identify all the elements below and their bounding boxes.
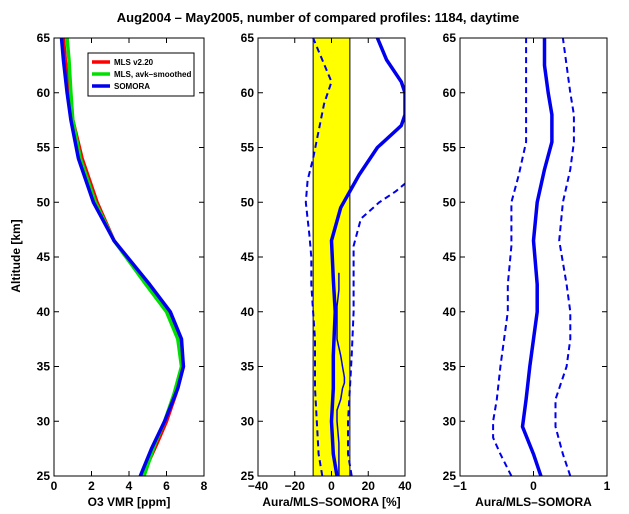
series-line-1 xyxy=(61,38,186,476)
y-axis-label: Altitude [km] xyxy=(9,219,23,292)
x-tick-label: −20 xyxy=(285,479,306,493)
y-tick-label: 25 xyxy=(241,469,255,483)
figure-title: Aug2004 – May2005, number of compared pr… xyxy=(117,10,519,25)
x-tick-label: −1 xyxy=(453,479,467,493)
x-tick-label: 6 xyxy=(163,479,170,493)
y-tick-label: 25 xyxy=(443,469,457,483)
y-tick-label: 40 xyxy=(241,305,255,319)
y-tick-label: 60 xyxy=(37,86,51,100)
y-tick-label: 60 xyxy=(443,86,457,100)
y-tick-label: 45 xyxy=(443,250,457,264)
series-line-3 xyxy=(554,38,575,476)
series-group xyxy=(304,38,405,476)
y-tick-label: 50 xyxy=(443,195,457,209)
legend-entry: SOMORA xyxy=(114,82,150,91)
y-tick-label: 30 xyxy=(241,414,255,428)
legend-entry: MLS v2.20 xyxy=(114,58,154,67)
series-line-4 xyxy=(336,272,346,476)
x-tick-label: 1 xyxy=(604,479,611,493)
y-tick-label: 30 xyxy=(443,414,457,428)
y-tick-label: 50 xyxy=(241,195,255,209)
y-tick-label: 60 xyxy=(241,86,255,100)
chart-panel-1: 0 2 4 6 8 25 30 35 40 45 50 55 60 65 O3 VMR [ppm] MLS v… xyxy=(37,31,208,509)
y-tick-label: 40 xyxy=(443,305,457,319)
x-axis-label: Aura/MLS–SOMORA xyxy=(475,495,592,509)
panels: 0 2 4 6 8 25 30 35 40 45 50 55 60 65 O3 VMR [ppm] MLS v… xyxy=(37,31,611,509)
y-tick-label: 65 xyxy=(443,31,457,45)
chart-panel-3: −1 0 1 25 30 35 40 45 50 55 60 65 Aura/MLS–SOMORA xyxy=(443,31,611,509)
x-tick-label: 40 xyxy=(398,479,412,493)
y-tick-label: 25 xyxy=(37,469,51,483)
y-tick-label: 35 xyxy=(241,360,255,374)
legend: MLS v2.20 MLS, avk–smoothed SOMORA xyxy=(87,52,195,97)
y-tick-label: 45 xyxy=(241,250,255,264)
x-tick-label: 0 xyxy=(328,479,335,493)
y-tick-label: 55 xyxy=(241,141,255,155)
y-tick-label: 35 xyxy=(443,360,457,374)
series-line-2 xyxy=(492,38,528,476)
x-axis-label: Aura/MLS–SOMORA [%] xyxy=(262,495,400,509)
y-tick-label: 30 xyxy=(37,414,51,428)
chart-panel-2: −40 −20 0 20 40 25 30 35 40 45 50 55 60 65 Aura/MLS–SO… xyxy=(241,31,412,509)
series-line-2 xyxy=(65,38,184,476)
x-axis-label: O3 VMR [ppm] xyxy=(88,495,171,509)
series-line-3 xyxy=(59,38,186,476)
x-tick-label: 0 xyxy=(51,479,58,493)
y-tick-label: 40 xyxy=(37,305,51,319)
y-tick-label: 55 xyxy=(443,141,457,155)
y-tick-label: 50 xyxy=(37,195,51,209)
y-tick-label: 45 xyxy=(37,250,51,264)
series-line-1 xyxy=(520,38,554,476)
x-tick-label: 8 xyxy=(201,479,208,493)
y-tick-label: 65 xyxy=(241,31,255,45)
x-tick-label: 0 xyxy=(530,479,537,493)
series-line-2 xyxy=(304,38,333,476)
series-group xyxy=(492,38,575,476)
x-tick-label: 2 xyxy=(88,479,95,493)
x-tick-label: −40 xyxy=(248,479,269,493)
y-tick-label: 55 xyxy=(37,141,51,155)
y-tick-label: 35 xyxy=(37,360,51,374)
legend-entry: MLS, avk–smoothed xyxy=(114,70,191,79)
x-tick-label: 4 xyxy=(126,479,133,493)
series-group xyxy=(59,38,186,476)
series-line-3 xyxy=(347,182,405,476)
series-line-1 xyxy=(329,38,405,476)
y-tick-label: 65 xyxy=(37,31,51,45)
x-tick-label: 20 xyxy=(362,479,376,493)
